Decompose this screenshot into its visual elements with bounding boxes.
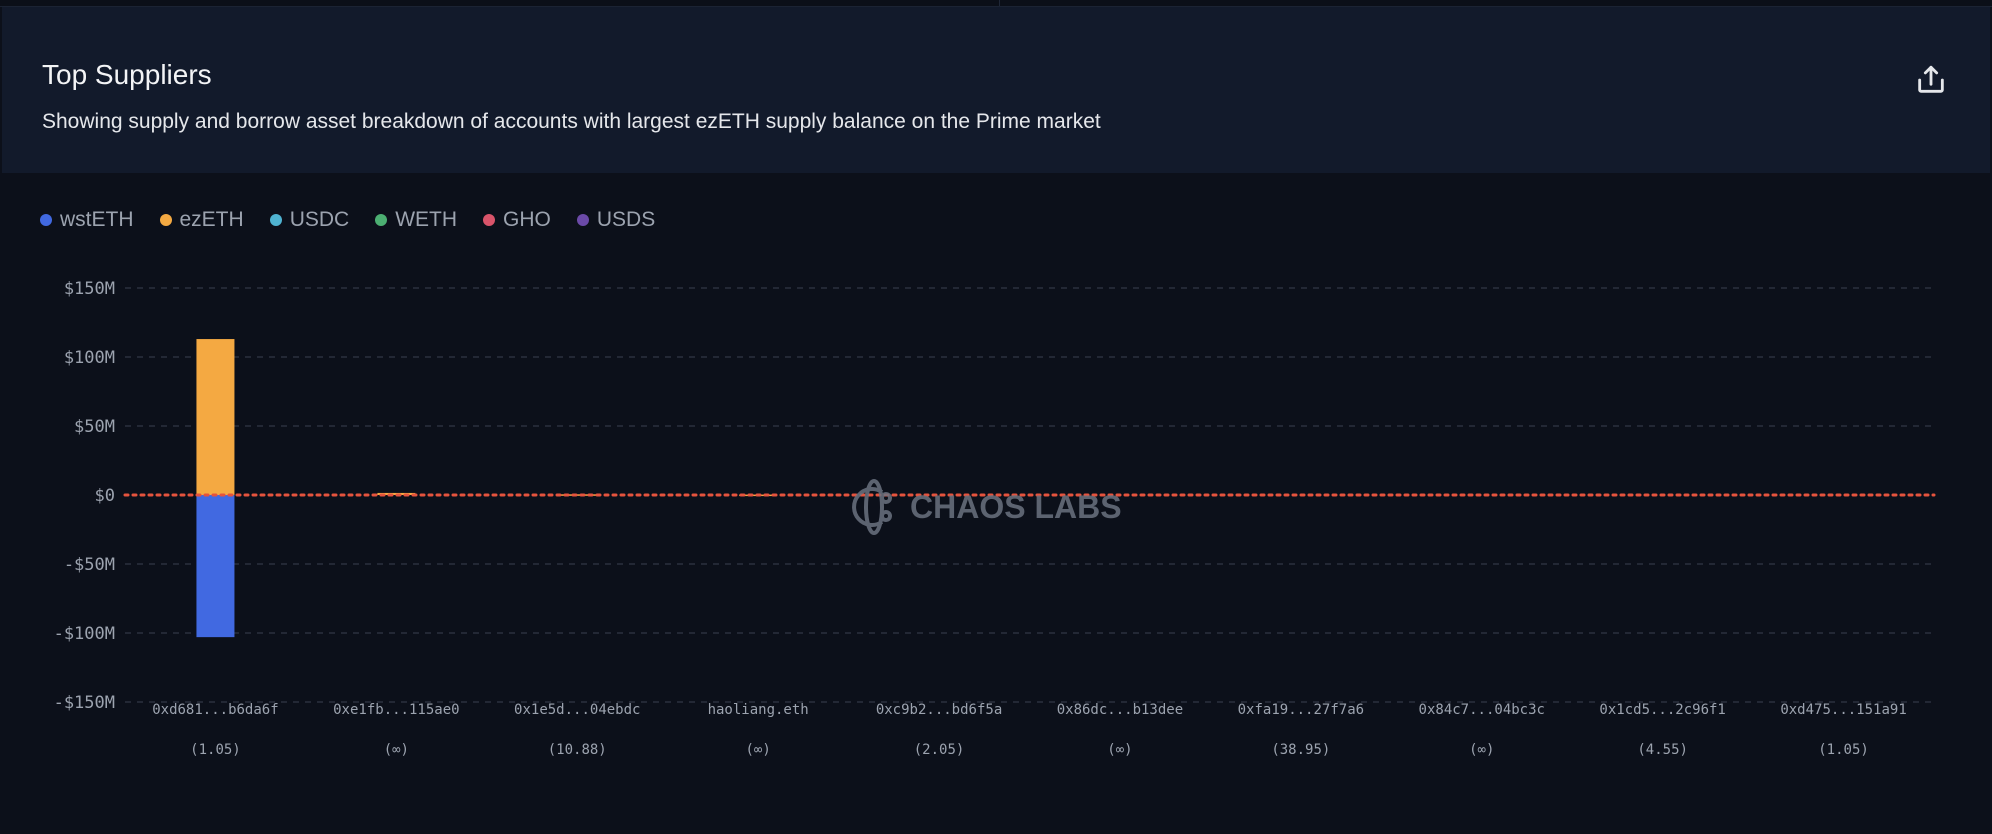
card-subtitle: Showing supply and borrow asset breakdow… bbox=[42, 110, 1101, 133]
watermark-text: CHAOS LABS bbox=[910, 488, 1122, 525]
legend-dot bbox=[375, 214, 388, 226]
y-tick-label: $0 bbox=[95, 486, 115, 506]
legend-dot bbox=[483, 214, 496, 226]
legend-label: ezETH bbox=[179, 208, 244, 231]
bar-segment-wsteth bbox=[196, 495, 235, 638]
legend-label: USDS bbox=[596, 208, 656, 231]
y-tick-label: -$50M bbox=[64, 555, 115, 575]
legend-label: USDC bbox=[289, 208, 350, 231]
legend-item-gho[interactable]: GHO bbox=[483, 208, 551, 232]
legend-dot bbox=[159, 214, 172, 226]
x-tick-sublabel: (∞) bbox=[1469, 742, 1494, 758]
x-tick-label: 0xc9b2...bd6f5a bbox=[876, 702, 1002, 718]
card-title: Top Suppliers bbox=[42, 59, 212, 90]
divider bbox=[999, 0, 1000, 6]
share-export-icon bbox=[1918, 65, 1944, 93]
x-tick-sublabel: (1.05) bbox=[1818, 742, 1869, 758]
legend-item-usdc[interactable]: USDC bbox=[269, 208, 350, 232]
x-tick-label: haoliang.eth bbox=[708, 702, 809, 718]
legend-label: WETH bbox=[395, 208, 458, 231]
x-tick-sublabel: (4.55) bbox=[1637, 742, 1688, 758]
x-tick-sublabel: (∞) bbox=[1107, 742, 1132, 758]
x-tick-sublabel: (38.95) bbox=[1271, 742, 1330, 758]
x-tick-sublabel: (10.88) bbox=[548, 742, 607, 758]
y-tick-label: $100M bbox=[64, 348, 115, 368]
x-tick-label: 0x1cd5...2c96f1 bbox=[1599, 702, 1725, 718]
y-tick-label: $150M bbox=[64, 279, 115, 299]
chart-legend: wstETH ezETH USDC WETH GHO USDS bbox=[40, 208, 655, 232]
x-tick-label: 0xfa19...27f7a6 bbox=[1238, 702, 1364, 718]
y-tick-label: $50M bbox=[74, 417, 115, 437]
x-tick-label: 0xe1fb...115ae0 bbox=[333, 702, 459, 718]
y-tick-label: -$100M bbox=[54, 624, 115, 644]
bar-segment-ezeth bbox=[196, 339, 235, 495]
legend-dot bbox=[40, 214, 52, 226]
x-tick-label: 0x86dc...b13dee bbox=[1057, 702, 1183, 718]
x-tick-label: 0x1e5d...04ebdc bbox=[514, 702, 640, 718]
legend-item-usds[interactable]: USDS bbox=[576, 208, 656, 232]
x-tick-label: 0xd475...151a91 bbox=[1780, 702, 1906, 718]
x-tick-sublabel: (∞) bbox=[746, 742, 771, 758]
legend-item-ezeth[interactable]: ezETH bbox=[159, 208, 244, 232]
legend-dot bbox=[576, 214, 589, 226]
card-header: Top Suppliers Showing supply and borrow … bbox=[2, 7, 1990, 173]
y-tick-label: -$150M bbox=[54, 693, 115, 713]
legend-label: wstETH bbox=[60, 208, 134, 231]
legend-item-wsteth[interactable]: wstETH bbox=[40, 208, 134, 232]
x-tick-label: 0xd681...b6da6f bbox=[152, 702, 278, 718]
legend-item-weth[interactable]: WETH bbox=[375, 208, 457, 232]
watermark: CHAOS LABS bbox=[852, 478, 1122, 536]
legend-label: GHO bbox=[503, 208, 551, 231]
export-button[interactable] bbox=[1914, 63, 1948, 97]
chaos-labs-logo-icon bbox=[852, 479, 892, 535]
x-tick-sublabel: (2.05) bbox=[914, 742, 965, 758]
x-tick-sublabel: (∞) bbox=[384, 742, 409, 758]
legend-dot bbox=[269, 214, 282, 226]
x-tick-label: 0x84c7...04bc3c bbox=[1419, 702, 1545, 718]
x-tick-sublabel: (1.05) bbox=[190, 742, 241, 758]
top-strip bbox=[0, 0, 1992, 7]
